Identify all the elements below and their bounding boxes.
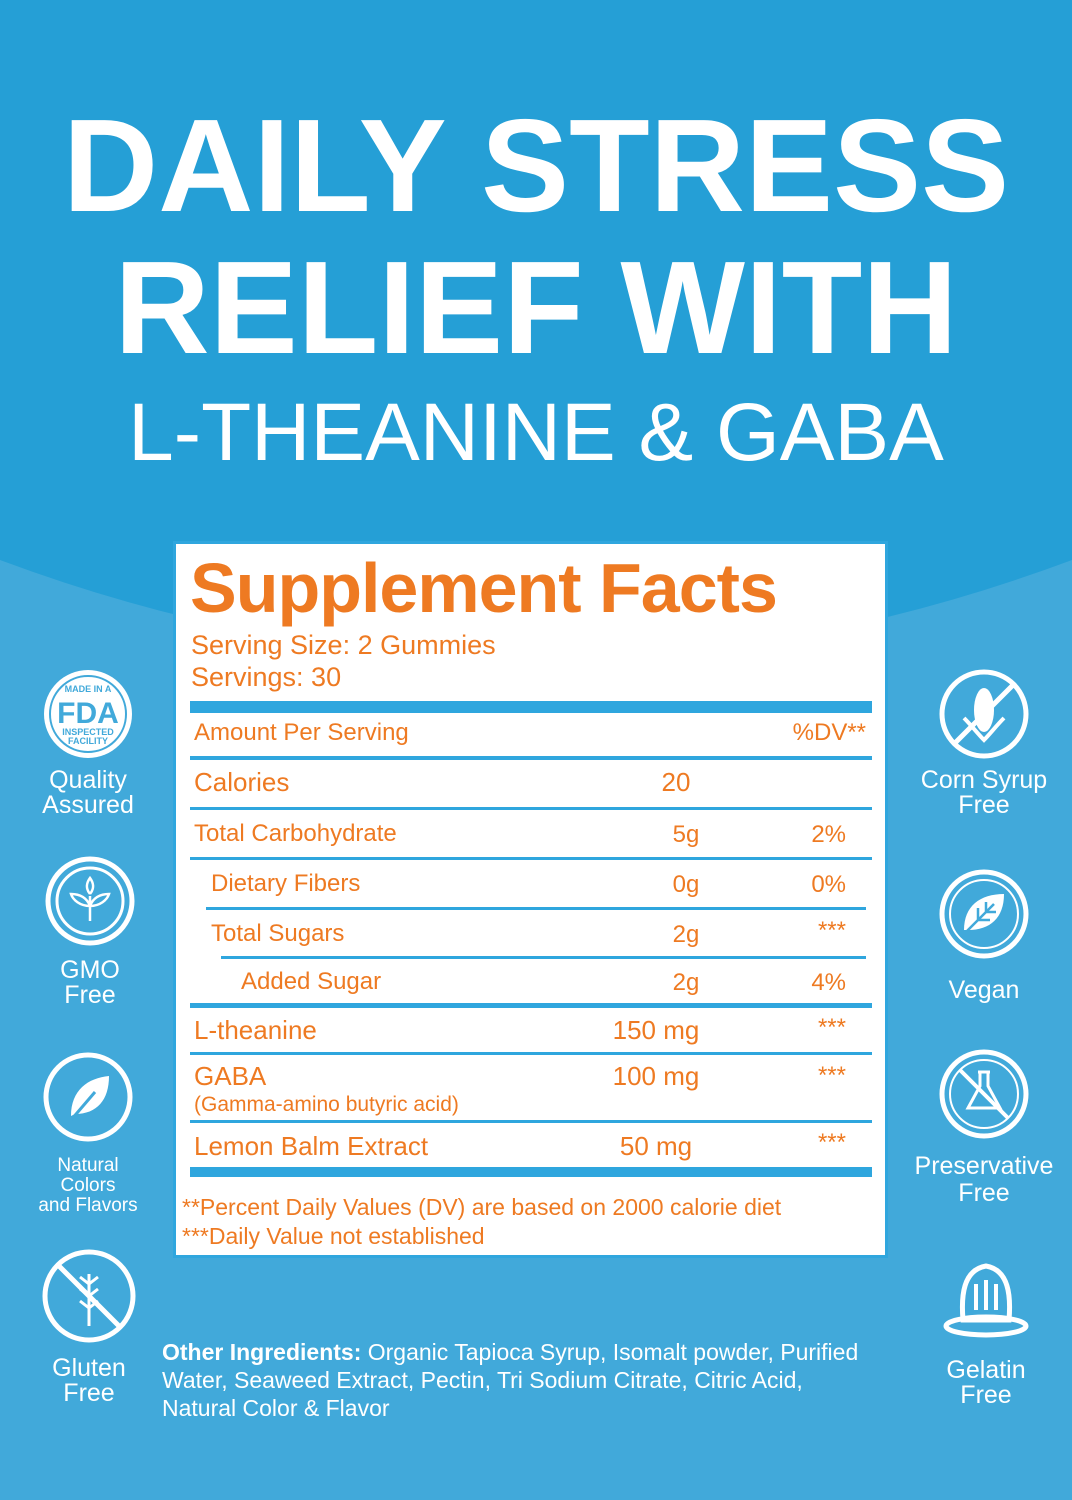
badge-label: and Flavors xyxy=(38,1195,138,1216)
rule xyxy=(190,857,872,860)
badge-natural-colors: Natural Colors and Flavors xyxy=(38,1052,138,1216)
row-name: GABA xyxy=(194,1061,267,1091)
row-amount: 0g xyxy=(672,871,700,898)
gelatin-free-icon xyxy=(943,1263,1029,1338)
seal-text: FACILITY xyxy=(68,736,108,746)
seal-text: MADE IN A xyxy=(65,684,112,694)
badge-gmo-free: GMO Free xyxy=(42,856,138,1008)
row-amount: 2g xyxy=(672,921,700,948)
headline-line-3: L-THEANINE & GABA xyxy=(128,387,944,478)
footnote-dv: **Percent Daily Values (DV) are based on… xyxy=(182,1194,782,1220)
row-name: Lemon Balm Extract xyxy=(194,1131,429,1161)
row-name: L-theanine xyxy=(194,1015,317,1045)
badge-gluten-free: Gluten Free xyxy=(41,1248,137,1406)
row-name: Total Carbohydrate xyxy=(194,820,397,847)
badge-label: Corn Syrup xyxy=(920,766,1048,794)
thick-rule xyxy=(190,701,872,713)
vegan-leaf-icon xyxy=(939,869,1029,959)
dv-header: %DV** xyxy=(792,719,866,746)
badge-label: Quality xyxy=(49,766,127,794)
ingredients-label: Other Ingredients: xyxy=(162,1339,362,1365)
other-ingredients: Other Ingredients: Organic Tapioca Syrup… xyxy=(162,1338,882,1422)
badge-label: Free xyxy=(64,981,116,1009)
row-amount: 100 mg xyxy=(612,1061,700,1091)
badge-label: Preservative xyxy=(914,1152,1054,1180)
row-amount: 5g xyxy=(672,821,700,848)
preservative-free-icon xyxy=(939,1049,1029,1139)
badge-label: Free xyxy=(63,1379,115,1407)
badge-vegan: Vegan xyxy=(936,868,1032,1003)
row-dv: 2% xyxy=(811,821,846,848)
badge-label: Gluten xyxy=(52,1354,126,1382)
row-amount: 2g xyxy=(672,969,700,996)
row-name: Total Sugars xyxy=(211,920,345,947)
row-amount: 20 xyxy=(661,767,691,797)
badge-label: GMO xyxy=(60,956,120,984)
rule xyxy=(190,1120,872,1123)
rule xyxy=(190,1003,872,1008)
row-dv: *** xyxy=(817,917,846,944)
gmo-free-icon xyxy=(45,856,135,946)
badge-label: Natural xyxy=(57,1155,119,1176)
badge-label: Free xyxy=(958,791,1010,819)
footnote-not-established: ***Daily Value not established xyxy=(182,1223,485,1249)
thick-rule xyxy=(190,1167,872,1177)
fda-seal-icon: MADE IN A FDA INSPECTED FACILITY xyxy=(44,670,132,758)
badge-label: Free xyxy=(958,1179,1010,1207)
row-amount: 50 mg xyxy=(619,1131,693,1161)
rule xyxy=(190,807,872,810)
row-dv: *** xyxy=(817,1062,846,1089)
supplement-facts-panel: Supplement Facts Serving Size: 2 Gummies… xyxy=(173,541,888,1258)
rule xyxy=(206,907,866,910)
corn-syrup-free-icon xyxy=(939,669,1029,759)
badge-label: Colors xyxy=(60,1175,116,1196)
row-dv: 0% xyxy=(811,871,846,898)
row-subname: (Gamma-amino butyric acid) xyxy=(194,1093,459,1116)
gluten-free-icon xyxy=(42,1249,136,1343)
rule xyxy=(190,1052,872,1055)
row-dv: *** xyxy=(817,1129,846,1156)
seal-text: FDA xyxy=(57,697,119,730)
seal-text: INSPECTED xyxy=(62,727,114,737)
amount-header: Amount Per Serving xyxy=(194,719,409,746)
ingredients-text: Organic Tapioca Syrup, Isomalt powder, P… xyxy=(162,1339,859,1421)
badge-corn-syrup-free: Corn Syrup Free xyxy=(921,668,1047,819)
row-dv: 4% xyxy=(811,969,846,996)
badge-gelatin-free: Gelatin Free xyxy=(928,1256,1044,1408)
badge-label: Assured xyxy=(42,791,134,819)
row-name: Added Sugar xyxy=(241,968,382,995)
rule xyxy=(221,956,866,959)
badge-label: Gelatin xyxy=(946,1356,1026,1384)
row-dv: *** xyxy=(817,1014,846,1041)
badge-label: Free xyxy=(960,1381,1012,1409)
badge-label: Vegan xyxy=(948,976,1020,1004)
headline-line-2: RELIEF WITH xyxy=(114,234,958,381)
row-name: Calories xyxy=(194,767,290,797)
facts-title: Supplement Facts xyxy=(190,549,778,627)
row-amount: 150 mg xyxy=(612,1015,700,1045)
leaf-icon xyxy=(43,1052,133,1142)
headline-line-1: DAILY STRESS xyxy=(62,92,1010,239)
row-name: Dietary Fibers xyxy=(211,870,361,897)
badge-preservative-free: Preservative Free xyxy=(915,1048,1053,1207)
badge-quality-assured: MADE IN A FDA INSPECTED FACILITY Quality… xyxy=(40,668,136,818)
top-band xyxy=(0,0,1072,660)
servings: Servings: 30 xyxy=(191,662,342,692)
rule xyxy=(190,756,872,760)
serving-size: Serving Size: 2 Gummies xyxy=(191,630,496,660)
